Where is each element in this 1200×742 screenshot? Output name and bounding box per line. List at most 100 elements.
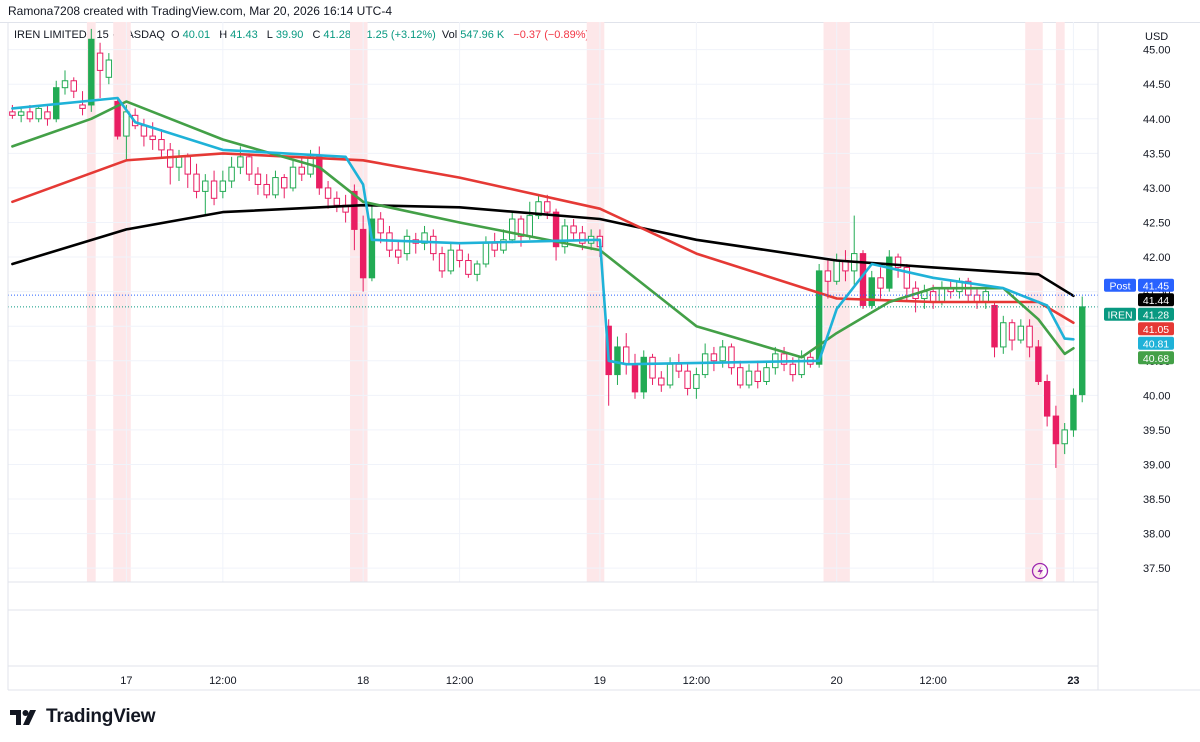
candle — [807, 350, 814, 368]
candle-body — [868, 277, 875, 306]
candle-body — [658, 377, 665, 386]
candle — [912, 281, 919, 313]
candle-body — [386, 232, 393, 251]
y-tick-label: 45.00 — [1143, 45, 1171, 57]
candle-body — [61, 80, 69, 89]
high-value: 41.43 — [230, 29, 258, 41]
candle — [210, 170, 218, 206]
candle-body — [552, 211, 560, 248]
candle — [96, 42, 104, 99]
candle-body — [675, 363, 683, 372]
candle-body — [587, 235, 595, 244]
candle-body — [210, 180, 218, 199]
y-tick-label: 40.50 — [1143, 356, 1171, 368]
tradingview-logo[interactable]: TradingView — [10, 706, 156, 728]
candle — [324, 181, 332, 209]
candle — [658, 371, 665, 392]
candle — [9, 104, 16, 119]
candle — [579, 225, 586, 251]
candle-body — [754, 370, 761, 383]
candle-body — [403, 235, 411, 255]
candle-body — [1043, 381, 1051, 417]
candle-body — [263, 183, 270, 196]
candle-body — [140, 125, 148, 137]
x-tick-label: 12:00 — [683, 675, 711, 687]
candle-body — [684, 370, 691, 389]
candle-body — [929, 291, 937, 303]
candle-body — [465, 260, 472, 275]
candle — [640, 350, 647, 399]
session-band — [349, 22, 368, 582]
price-tag-bg — [1138, 307, 1174, 321]
candle-body — [535, 201, 542, 217]
candle-body — [710, 353, 718, 362]
x-tick-label: 12:00 — [209, 675, 237, 687]
candle-body — [789, 363, 797, 376]
ema-black-line — [11, 203, 1075, 298]
volume-label: Vol — [441, 29, 458, 41]
grid-lines — [8, 22, 1098, 582]
candle-body — [17, 111, 25, 116]
candle — [938, 281, 946, 306]
candle — [491, 232, 498, 258]
candle — [535, 194, 542, 220]
currency-label[interactable]: USD — [1145, 31, 1169, 43]
y-tick-label: 38.00 — [1143, 529, 1171, 541]
candle-body — [438, 253, 446, 272]
candle-body — [815, 270, 823, 365]
price-tag-bg — [1138, 278, 1174, 292]
candle — [298, 156, 305, 182]
candle-body — [728, 346, 735, 369]
price-tag: IREN 41.28 — [1104, 307, 1174, 321]
price-tag-value: 40.81 — [1143, 338, 1169, 350]
candle-body — [395, 249, 402, 258]
candle-body — [281, 177, 288, 189]
low-value: 39.90 — [275, 29, 304, 41]
candle — [149, 122, 156, 150]
candle — [552, 208, 560, 261]
candle — [894, 253, 902, 278]
symbol-name[interactable]: IREN LIMITED · 15 · NASDAQ — [14, 29, 165, 41]
price-tag: 41.44 — [1138, 293, 1174, 307]
candle-body — [877, 277, 884, 289]
session-band — [823, 22, 850, 582]
candle-body — [123, 111, 130, 137]
candle — [237, 146, 244, 175]
candle — [1008, 319, 1016, 351]
price-tag-value: 41.44 — [1143, 295, 1169, 307]
candle-body — [298, 166, 305, 175]
candle-body — [824, 270, 832, 282]
candle-body — [561, 225, 569, 248]
candle — [859, 250, 867, 309]
candle-body — [307, 156, 314, 175]
candle — [1026, 319, 1033, 358]
candle — [1052, 405, 1060, 468]
price-tag-bg — [1138, 322, 1174, 336]
candle — [649, 353, 656, 385]
y-tick-label: 40.00 — [1143, 390, 1171, 402]
candle — [333, 191, 341, 213]
candle — [561, 219, 569, 254]
candle — [947, 281, 954, 299]
candle — [780, 346, 788, 372]
open-value: 40.01 — [182, 29, 211, 41]
candle — [228, 156, 235, 188]
candle — [342, 194, 349, 223]
low-label: L — [266, 29, 273, 41]
candle — [1061, 422, 1068, 455]
y-tick-label: 39.00 — [1143, 459, 1171, 471]
candle — [44, 104, 51, 126]
candle-body — [184, 156, 191, 175]
candle — [447, 243, 455, 275]
price-tag-name-bg — [1104, 278, 1136, 292]
candle — [526, 201, 533, 240]
candle — [886, 250, 893, 292]
session-band — [86, 22, 96, 582]
candle-body — [886, 256, 893, 289]
candle — [710, 346, 718, 372]
candle-body — [526, 215, 533, 237]
candle — [70, 77, 77, 99]
alert-icon[interactable] — [1031, 562, 1049, 580]
candle-body — [807, 356, 814, 365]
